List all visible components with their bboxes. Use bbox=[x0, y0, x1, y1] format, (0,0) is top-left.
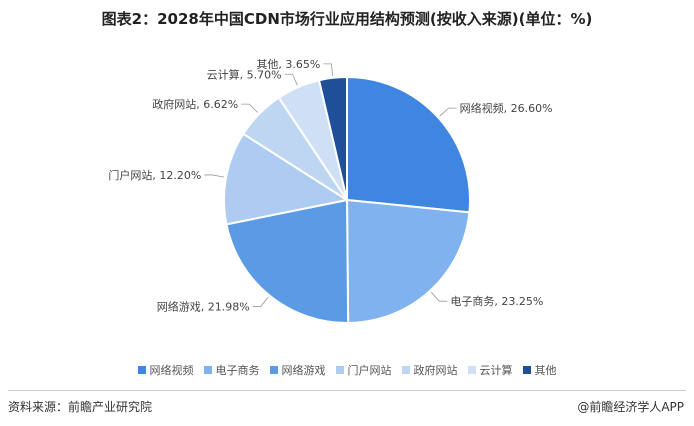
data-label: 云计算, 5.70% bbox=[207, 67, 282, 81]
legend-item: 电子商务 bbox=[203, 362, 260, 378]
data-label: 政府网站, 6.62% bbox=[152, 97, 238, 111]
source-note: 资料来源：前瞻产业研究院 bbox=[8, 400, 153, 414]
data-label: 网络视频, 26.60% bbox=[460, 101, 553, 115]
legend-swatch bbox=[335, 366, 344, 374]
leader-line bbox=[430, 292, 448, 302]
leader-line bbox=[241, 103, 259, 113]
pie-slice bbox=[317, 75, 348, 201]
legend-item: 政府网站 bbox=[401, 362, 458, 378]
pie-chart: 网络视频, 26.60% 电子商务, 23.25% 网络游戏, 21.98% 门户网站… bbox=[108, 58, 553, 325]
leader-line bbox=[204, 174, 225, 178]
legend-label: 其他 bbox=[534, 364, 557, 377]
leader-line bbox=[284, 73, 298, 86]
legend-swatch bbox=[269, 366, 278, 374]
chart-title: 图表2：2028年中国CDN市场行业应用结构预测(按收入来源)(单位：%) bbox=[101, 10, 593, 28]
legend-swatch bbox=[467, 366, 476, 374]
data-label: 其他, 3.65% bbox=[256, 58, 320, 71]
leader-lines bbox=[204, 63, 457, 307]
legend-item: 云计算 bbox=[467, 362, 513, 378]
legend-label: 网络视频 bbox=[149, 364, 194, 377]
leader-line bbox=[252, 296, 269, 307]
legend-item: 网络视频 bbox=[137, 362, 194, 378]
footer-divider bbox=[8, 390, 686, 391]
legend-swatch bbox=[137, 366, 146, 374]
data-label: 网络游戏, 21.98% bbox=[157, 299, 250, 313]
legend-label: 政府网站 bbox=[413, 364, 458, 377]
pie-slice bbox=[346, 75, 471, 214]
data-labels: 网络视频, 26.60% 电子商务, 23.25% 网络游戏, 21.98% 门户网站… bbox=[108, 58, 552, 314]
pie-slice bbox=[345, 198, 471, 325]
legend-label: 门户网站 bbox=[347, 364, 392, 377]
legend-swatch bbox=[401, 366, 410, 374]
data-label: 门户网站, 12.20% bbox=[108, 168, 201, 182]
legend-swatch bbox=[522, 366, 531, 374]
pie-slice bbox=[225, 198, 350, 324]
leader-line bbox=[323, 63, 334, 76]
legend: 网络视频 电子商务 网络游戏 门户网站 政府网站 云计算 其他 bbox=[0, 362, 694, 378]
leader-line bbox=[439, 107, 457, 117]
legend-item: 门户网站 bbox=[335, 362, 392, 378]
legend-swatch bbox=[203, 366, 212, 374]
legend-item: 其他 bbox=[522, 362, 557, 378]
legend-label: 电子商务 bbox=[215, 364, 260, 377]
pie-slice bbox=[223, 132, 350, 226]
legend-item: 网络游戏 bbox=[269, 362, 326, 378]
brand-credit: @前瞻经济学人APP bbox=[577, 400, 684, 414]
legend-label: 网络游戏 bbox=[281, 364, 326, 377]
pie-slices bbox=[223, 75, 471, 325]
legend-label: 云计算 bbox=[479, 364, 513, 377]
data-label: 电子商务, 23.25% bbox=[450, 294, 543, 308]
